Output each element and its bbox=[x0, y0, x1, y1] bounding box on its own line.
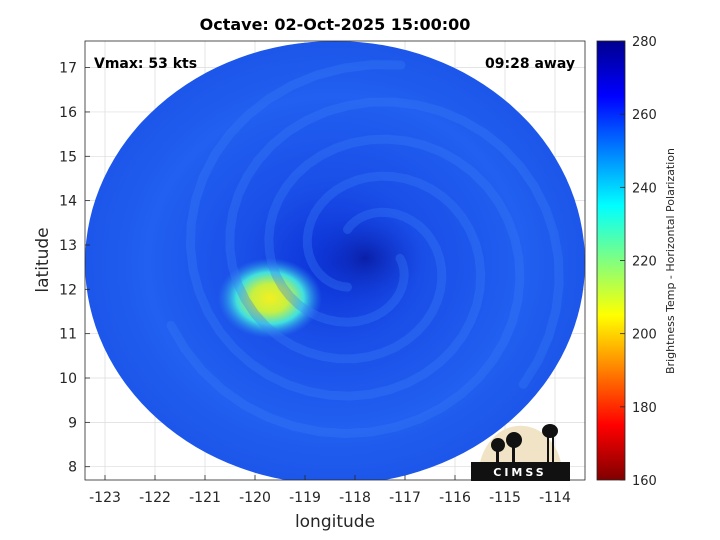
x-tick-label: -119 bbox=[289, 490, 321, 506]
colorbar-tick-label: 260 bbox=[632, 108, 657, 123]
spiral-band bbox=[185, 60, 486, 401]
storm-center bbox=[305, 210, 425, 307]
cimss-logo: CIMSS bbox=[471, 424, 570, 481]
x-tick-label: -117 bbox=[389, 490, 421, 506]
x-axis-ticks: -123 -122 -121 -120 -119 -118 -117 -116 -115 -114 bbox=[89, 475, 571, 506]
colorbar-tick-label: 160 bbox=[632, 474, 657, 489]
y-tick-label: 11 bbox=[59, 327, 77, 343]
y-tick-label: 12 bbox=[59, 282, 77, 298]
cold-convective-core bbox=[218, 258, 322, 339]
x-tick-label: -122 bbox=[139, 490, 171, 506]
y-tick-label: 9 bbox=[68, 415, 77, 431]
y-axis-label: latitude bbox=[33, 227, 53, 292]
time-away-annotation: 09:28 away bbox=[485, 56, 575, 72]
x-tick-label: -118 bbox=[339, 490, 371, 506]
y-tick-label: 10 bbox=[59, 371, 77, 387]
x-tick-label: -114 bbox=[539, 490, 571, 506]
spiral-bands bbox=[166, 60, 564, 439]
chart-title: Octave: 02-Oct-2025 15:00:00 bbox=[200, 15, 471, 34]
colorbar-tick-label: 280 bbox=[632, 35, 657, 50]
y-tick-label: 17 bbox=[59, 61, 77, 77]
y-tick-label: 14 bbox=[59, 194, 77, 210]
x-tick-label: -123 bbox=[89, 490, 121, 506]
logo-text: CIMSS bbox=[493, 466, 546, 479]
y-axis-ticks: 8 9 10 11 12 13 14 15 16 17 bbox=[59, 61, 90, 476]
vmax-annotation: Vmax: 53 kts bbox=[94, 56, 197, 72]
colorbar-tick-label: 220 bbox=[632, 255, 657, 270]
brightness-temp-swath bbox=[85, 41, 585, 480]
y-tick-label: 15 bbox=[59, 149, 77, 165]
y-tick-label: 8 bbox=[68, 460, 77, 476]
plot-frame bbox=[84, 40, 586, 481]
colorbar: 160 180 200 220 240 260 280 Brightness Temp - … bbox=[596, 35, 677, 489]
spiral-band bbox=[166, 134, 525, 439]
x-tick-label: -115 bbox=[489, 490, 521, 506]
colorbar-tick-label: 180 bbox=[632, 401, 657, 416]
x-tick-label: -121 bbox=[189, 490, 221, 506]
colorbar-tick-label: 240 bbox=[632, 181, 657, 196]
y-tick-label: 13 bbox=[59, 238, 77, 254]
spiral-band bbox=[225, 97, 564, 389]
y-tick-label: 16 bbox=[59, 105, 77, 121]
x-tick-label: -120 bbox=[239, 490, 271, 506]
colorbar-label: Brightness Temp - Horizontal Polarizatio… bbox=[664, 148, 677, 374]
x-axis-label: longitude bbox=[295, 512, 375, 532]
x-tick-label: -116 bbox=[439, 490, 471, 506]
colorbar-tick-label: 200 bbox=[632, 328, 657, 343]
